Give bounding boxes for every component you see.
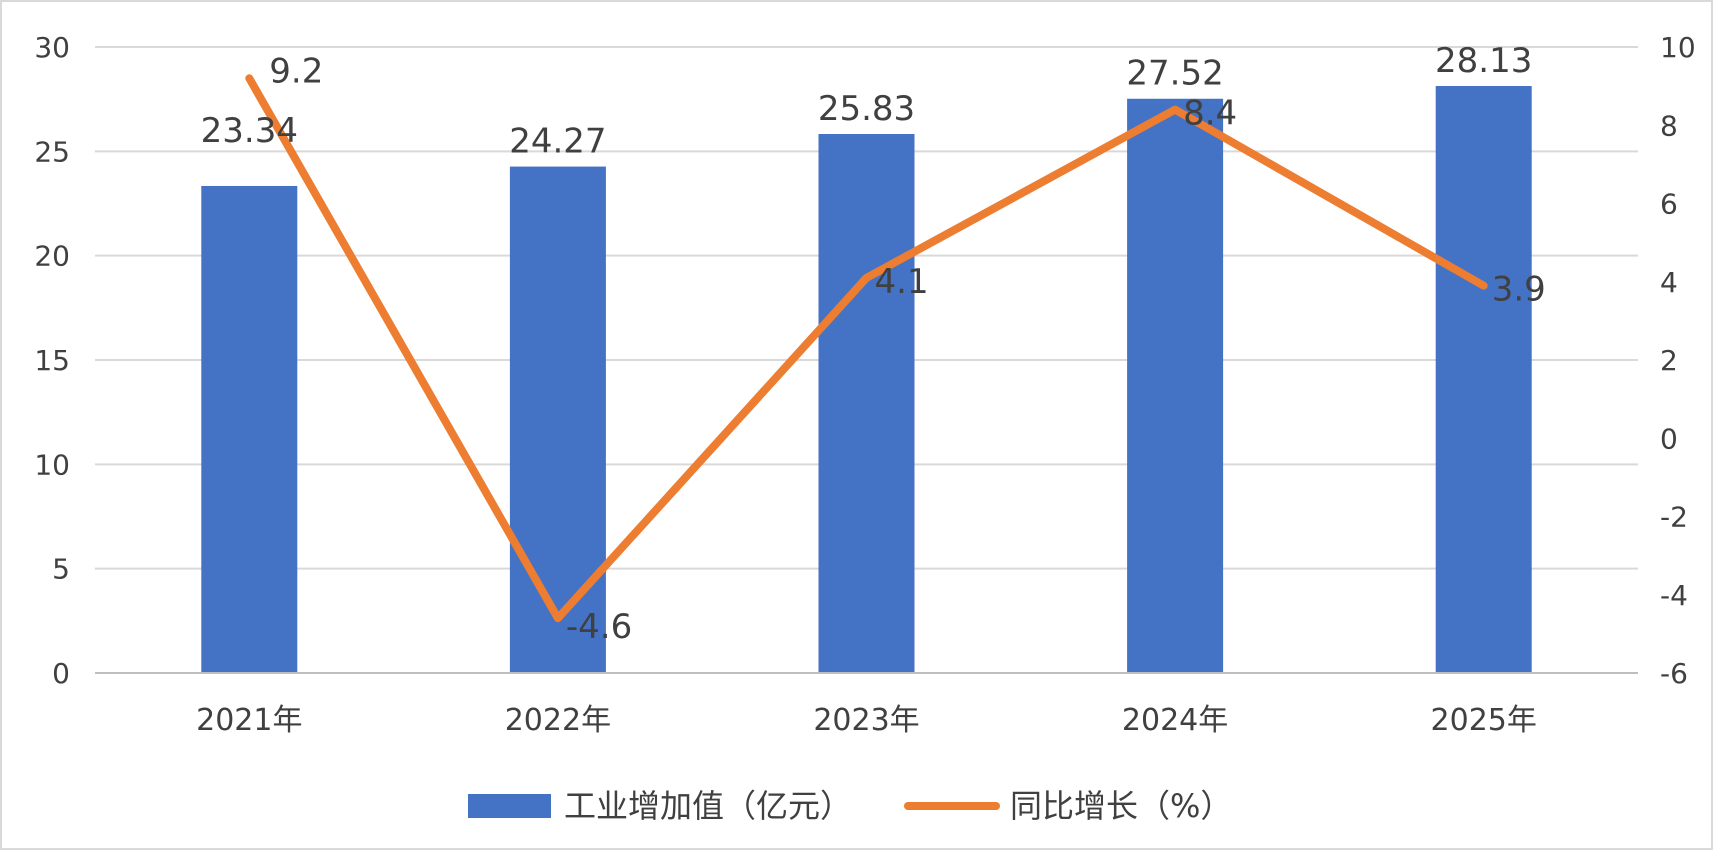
y-left-tick-label: 5 [52,553,70,586]
y-left-tick-label: 15 [34,344,70,377]
legend: 工业增加值（亿元） 同比增长（%） [468,787,1232,825]
axes: 0 5 10 15 20 25 30 -6 -4 -2 0 2 4 6 8 10 2021年 2022年 2023年… [34,31,1695,738]
bar-value-label: 25.83 [818,89,915,129]
legend-label: 同比增长（%） [1010,787,1232,825]
x-tick-label: 2023年 [813,703,919,738]
line-point [1174,108,1177,111]
x-tick-label: 2022年 [505,703,611,738]
bar [509,166,606,674]
y-right-tick-label: 10 [1660,31,1696,64]
legend-label: 工业增加值（亿元） [564,787,852,825]
y-right-tick-label: -6 [1660,657,1688,690]
line-point [248,77,251,80]
y-left-tick-label: 0 [52,657,70,690]
y-right-tick-label: -4 [1660,579,1688,612]
x-tick-label: 2024年 [1122,703,1228,738]
line-value-label: 4.1 [875,262,929,302]
line-value-label: 3.9 [1492,270,1546,310]
y-left-tick-label: 30 [34,31,70,64]
bar [1435,86,1532,673]
bar [1127,98,1224,674]
line-point [556,617,559,620]
data-labels: 23.34 24.27 25.83 27.52 28.13 9.2 -4.6 4.1 8.4 3.… [201,41,1546,647]
bar-value-label: 28.13 [1435,41,1532,81]
x-tick-label: 2021年 [196,703,302,738]
y-right-tick-label: 0 [1660,422,1678,455]
line-value-label: 9.2 [269,51,323,91]
y-left-tick-label: 25 [34,135,70,168]
y-right-tick-label: 4 [1660,266,1678,299]
y-right-tick-label: 8 [1660,109,1678,142]
line-value-label: 8.4 [1183,94,1237,134]
bar [201,185,298,674]
line-series [245,74,1488,623]
bar-value-label: 27.52 [1126,54,1223,94]
line-value-label: -4.6 [566,607,632,647]
bar-value-label: 24.27 [509,122,606,162]
bar [818,134,915,673]
y-right-tick-label: -2 [1660,501,1688,534]
bar-value-label: 23.34 [201,111,298,151]
y-right-tick-label: 6 [1660,188,1678,221]
y-left-tick-label: 20 [34,240,70,273]
x-tick-label: 2025年 [1431,703,1537,738]
line-point [1482,284,1485,287]
line-point [865,276,868,279]
legend-swatch-bar [468,794,551,818]
bar-series [201,86,1532,674]
y-left-tick-label: 10 [34,448,70,481]
y-right-tick-label: 2 [1660,344,1678,377]
